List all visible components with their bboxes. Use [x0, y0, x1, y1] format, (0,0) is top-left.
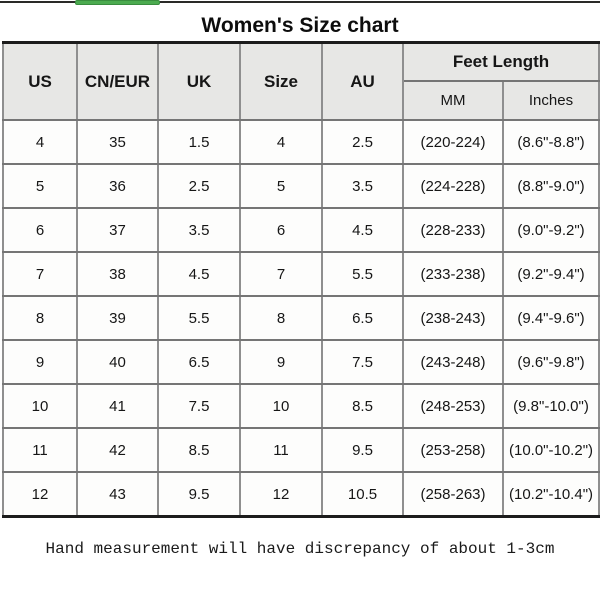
page-title: Women's Size chart [201, 14, 399, 37]
table-cell: 4 [239, 119, 323, 165]
table-cell: (9.4"-9.6") [502, 295, 600, 341]
table-cell: 8 [2, 295, 78, 341]
column-header-mm: MM [402, 80, 504, 121]
table-cell: 12 [239, 471, 323, 518]
table-cell: 8.5 [321, 383, 404, 429]
table-cell: 10.5 [321, 471, 404, 518]
table-cell: (9.0"-9.2") [502, 207, 600, 253]
table-row: 8 39 5.5 8 6.5 (238-243) (9.4"-9.6") [2, 295, 600, 341]
table-cell: 9 [239, 339, 323, 385]
table-cell: 40 [76, 339, 159, 385]
table-cell: 6 [239, 207, 323, 253]
table-cell: 9.5 [321, 427, 404, 473]
table-row: 7 38 4.5 7 5.5 (233-238) (9.2"-9.4") [2, 251, 600, 297]
table-cell: 37 [76, 207, 159, 253]
table-cell: 38 [76, 251, 159, 297]
table-row: 9 40 6.5 9 7.5 (243-248) (9.6"-9.8") [2, 339, 600, 385]
table-cell: 11 [239, 427, 323, 473]
table-cell: 6.5 [321, 295, 404, 341]
table-cell: 1.5 [157, 119, 241, 165]
table-cell: (9.6"-9.8") [502, 339, 600, 385]
table-cell: 41 [76, 383, 159, 429]
table-cell: 2.5 [321, 119, 404, 165]
table-cell: (9.8"-10.0") [502, 383, 600, 429]
table-cell: 5 [2, 163, 78, 209]
table-cell: 7.5 [157, 383, 241, 429]
size-chart-table: US CN/EUR UK Size AU Feet Length MM Inch… [2, 41, 600, 518]
footer-note: Hand measurement will have discrepancy o… [45, 540, 555, 558]
table-cell: 5.5 [321, 251, 404, 297]
table-row: 4 35 1.5 4 2.5 (220-224) (8.6"-8.8") [2, 119, 600, 165]
column-header-uk: UK [157, 41, 241, 121]
column-header-cn-eur: CN/EUR [76, 41, 159, 121]
table-cell: 39 [76, 295, 159, 341]
table-cell: 10 [2, 383, 78, 429]
table-cell: 4.5 [321, 207, 404, 253]
table-row: 11 42 8.5 11 9.5 (253-258) (10.0"-10.2") [2, 427, 600, 473]
table-cell: (8.8"-9.0") [502, 163, 600, 209]
table-cell: 35 [76, 119, 159, 165]
table-cell: (228-233) [402, 207, 504, 253]
table-cell: 6.5 [157, 339, 241, 385]
table-cell: (224-228) [402, 163, 504, 209]
table-cell: 8 [239, 295, 323, 341]
top-border-line [0, 1, 600, 3]
table-row: 6 37 3.5 6 4.5 (228-233) (9.0"-9.2") [2, 207, 600, 253]
column-header-inches: Inches [502, 80, 600, 121]
table-cell: 36 [76, 163, 159, 209]
table-cell: (9.2"-9.4") [502, 251, 600, 297]
table-cell: (10.2"-10.4") [502, 471, 600, 518]
table-cell: 3.5 [321, 163, 404, 209]
table-cell: 7.5 [321, 339, 404, 385]
table-cell: 5 [239, 163, 323, 209]
table-cell: 9 [2, 339, 78, 385]
table-cell: (10.0"-10.2") [502, 427, 600, 473]
table-row: 12 43 9.5 12 10.5 (258-263) (10.2"-10.4") [2, 471, 600, 518]
table-cell: 42 [76, 427, 159, 473]
table-cell: (233-238) [402, 251, 504, 297]
table-cell: 9.5 [157, 471, 241, 518]
table-cell: 5.5 [157, 295, 241, 341]
table-cell: 11 [2, 427, 78, 473]
column-header-feet-length: Feet Length [402, 41, 600, 82]
table-cell: 7 [2, 251, 78, 297]
table-cell: (8.6"-8.8") [502, 119, 600, 165]
table-cell: 3.5 [157, 207, 241, 253]
table-cell: (238-243) [402, 295, 504, 341]
table-cell: 4.5 [157, 251, 241, 297]
table-cell: 43 [76, 471, 159, 518]
table-cell: 8.5 [157, 427, 241, 473]
table-cell: 7 [239, 251, 323, 297]
table-cell: 10 [239, 383, 323, 429]
size-chart-header: US CN/EUR UK Size AU Feet Length MM Inch… [2, 41, 600, 121]
table-cell: (220-224) [402, 119, 504, 165]
table-cell: (253-258) [402, 427, 504, 473]
column-header-au: AU [321, 41, 404, 121]
table-row: 10 41 7.5 10 8.5 (248-253) (9.8"-10.0") [2, 383, 600, 429]
table-row: 5 36 2.5 5 3.5 (224-228) (8.8"-9.0") [2, 163, 600, 209]
table-cell: 6 [2, 207, 78, 253]
green-accent-bar [75, 0, 160, 5]
size-table-body: 4 35 1.5 4 2.5 (220-224) (8.6"-8.8") 5 36 2.5 5 3.5… [2, 119, 600, 518]
table-cell: (248-253) [402, 383, 504, 429]
table-cell: (243-248) [402, 339, 504, 385]
table-cell: 4 [2, 119, 78, 165]
table-cell: (258-263) [402, 471, 504, 518]
column-header-size: Size [239, 41, 323, 121]
column-header-us: US [2, 41, 78, 121]
table-cell: 2.5 [157, 163, 241, 209]
table-cell: 12 [2, 471, 78, 518]
